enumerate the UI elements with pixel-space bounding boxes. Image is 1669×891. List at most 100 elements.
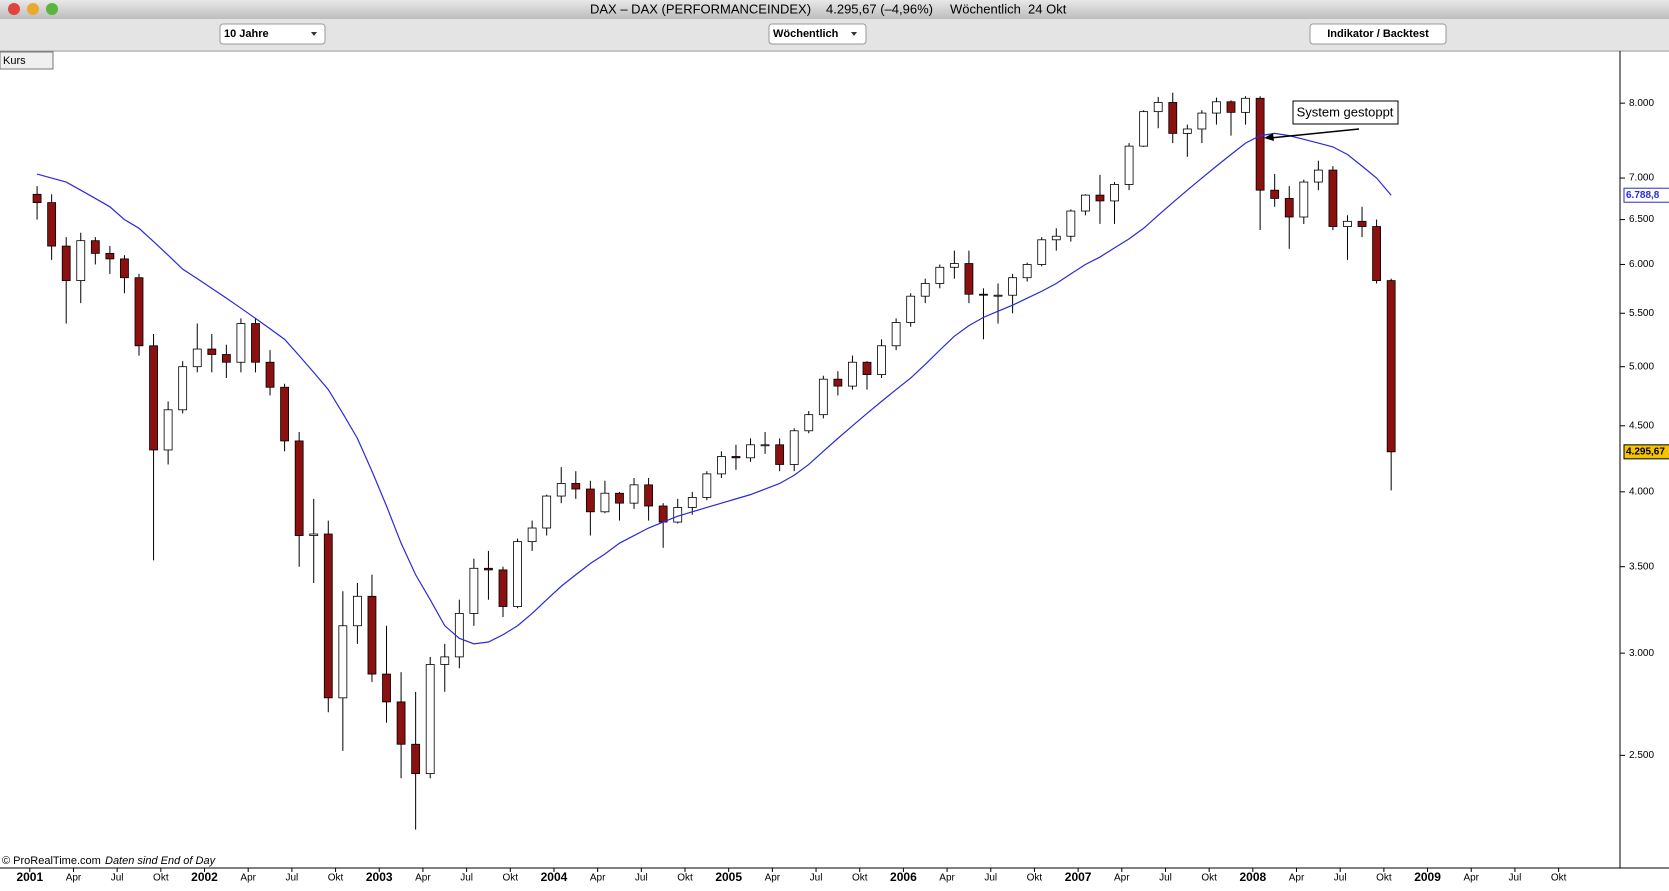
close-button[interactable] [8, 3, 20, 15]
minimize-button[interactable] [27, 3, 39, 15]
indicator-button[interactable] [1309, 23, 1447, 45]
candle-body [760, 444, 770, 447]
candle-body [1153, 102, 1163, 113]
x-tick-label: 2008 [1239, 870, 1266, 884]
candle-body [1357, 220, 1367, 227]
candle-body [294, 440, 304, 536]
candle-body [1270, 189, 1280, 199]
x-tick-label: Okt [1376, 873, 1392, 884]
candle-body [1255, 97, 1265, 191]
candle-body [818, 378, 828, 416]
candle-body [1051, 235, 1061, 241]
candle-body [1386, 280, 1396, 453]
candle-body [1139, 111, 1149, 147]
candle-body [207, 348, 217, 355]
candle-body [1110, 184, 1119, 202]
candle-body [717, 456, 726, 475]
candle-body [848, 361, 857, 387]
candle-body [979, 293, 988, 296]
y-tick-label: 5.500 [1629, 308, 1654, 319]
candle-body [411, 743, 421, 774]
x-tick-label: 2006 [890, 870, 917, 884]
range-dropdown[interactable] [219, 23, 326, 45]
x-tick-label: Okt [1027, 873, 1043, 884]
x-tick-label: Apr [240, 873, 256, 884]
candle-body [1081, 194, 1090, 212]
candle-body [1124, 145, 1134, 185]
candle-body [76, 240, 86, 281]
candle-body [964, 263, 974, 295]
indicator-label: Indikator / Backtest [1327, 28, 1429, 40]
ma-label: 6.788,8 [1626, 190, 1660, 201]
x-tick-label: Okt [1201, 873, 1217, 884]
candle-body [789, 430, 799, 465]
candle-body [367, 595, 377, 675]
title-bar [0, 0, 1669, 19]
y-tick-label: 3.000 [1629, 648, 1654, 659]
x-tick-label: Apr [939, 873, 955, 884]
window-title: DAX – DAX (PERFORMANCEINDEX) [590, 1, 811, 16]
x-tick-label: Jul [1159, 873, 1172, 884]
candle-body [47, 202, 57, 247]
window-period: Wöchentlich 24 Okt [950, 1, 1067, 16]
interval-dropdown[interactable] [768, 23, 867, 45]
candle-body [32, 193, 42, 203]
y-tick-label: 4.000 [1629, 486, 1654, 497]
y-tick-label: 6.500 [1629, 214, 1654, 225]
candle-body [702, 473, 712, 498]
interval-value: Wöchentlich [773, 28, 839, 40]
footer-note: Daten sind End of Day [105, 855, 217, 867]
candle-body [906, 295, 916, 323]
candle-body [1212, 101, 1221, 114]
footer-source: © ProRealTime.com [2, 855, 101, 867]
candle-body [498, 569, 508, 607]
candle-body [105, 252, 115, 260]
candle-body [382, 673, 391, 703]
candle-body [440, 656, 450, 665]
candle-body [396, 701, 406, 745]
candle-body [265, 361, 275, 388]
kurs-tab[interactable] [0, 51, 54, 70]
candle-body [1037, 239, 1047, 265]
candle-body [935, 266, 945, 284]
candle-body [513, 541, 522, 607]
candle-body [309, 533, 319, 536]
candle-body [542, 495, 552, 529]
x-tick-label: Okt [328, 873, 344, 884]
candle-body [731, 456, 741, 459]
moving-average [36, 132, 1392, 645]
x-tick-label: 2007 [1065, 870, 1092, 884]
candle-body [134, 277, 144, 347]
candle-body [571, 483, 581, 490]
window-price: 4.295,67 (–4,96%) [826, 1, 933, 16]
candle-body [600, 492, 610, 513]
zoom-button[interactable] [46, 3, 58, 15]
x-tick-label: 2001 [16, 870, 43, 884]
candle-body [178, 366, 188, 411]
y-tick-label: 4.500 [1629, 420, 1654, 431]
x-tick-label: Apr [1463, 873, 1479, 884]
x-tick-label: 2009 [1414, 870, 1441, 884]
candle-body [1095, 194, 1105, 202]
x-tick-label: Jul [635, 873, 648, 884]
candle-body [993, 294, 1003, 297]
candle-body [527, 527, 537, 543]
x-tick-label: 2002 [191, 870, 218, 884]
y-tick-label: 6.000 [1629, 259, 1654, 270]
candle-body [1343, 220, 1352, 227]
x-tick-label: Okt [153, 873, 169, 884]
candle-body [221, 354, 231, 363]
candle-body [644, 484, 653, 507]
y-tick-label: 8.000 [1629, 98, 1654, 109]
range-value: 10 Jahre [224, 28, 269, 40]
x-tick-label: Apr [1289, 873, 1305, 884]
annotation-box [1292, 100, 1399, 125]
x-tick-label: Apr [765, 873, 781, 884]
candle-body [833, 378, 843, 387]
candle-body [1328, 169, 1338, 227]
candle-body [1241, 97, 1250, 113]
x-tick-label: Jul [810, 873, 823, 884]
annotation: System gestoppt [1297, 104, 1394, 119]
candle-body [629, 484, 639, 504]
